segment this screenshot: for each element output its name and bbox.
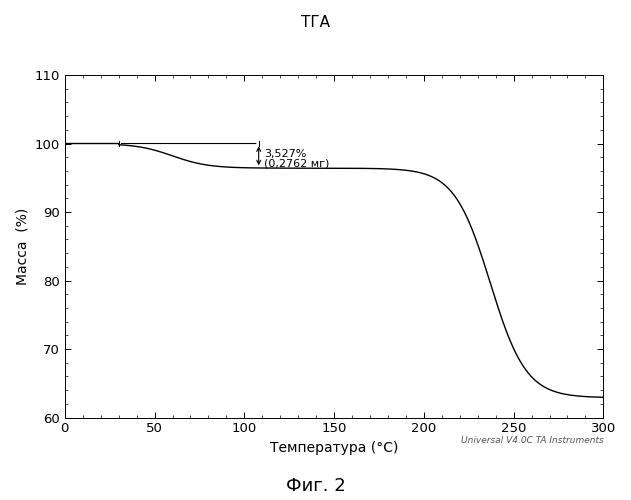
X-axis label: Температура (°С): Температура (°С): [270, 441, 398, 455]
Text: (0,2762 мг): (0,2762 мг): [264, 158, 329, 168]
Text: ТГА: ТГА: [301, 15, 330, 30]
Text: Фиг. 2: Фиг. 2: [286, 477, 345, 495]
Text: 3,527%: 3,527%: [264, 149, 307, 159]
Y-axis label: Масса  (%): Масса (%): [15, 208, 29, 285]
Text: Universal V4.0C TA Instruments: Universal V4.0C TA Instruments: [461, 436, 603, 446]
